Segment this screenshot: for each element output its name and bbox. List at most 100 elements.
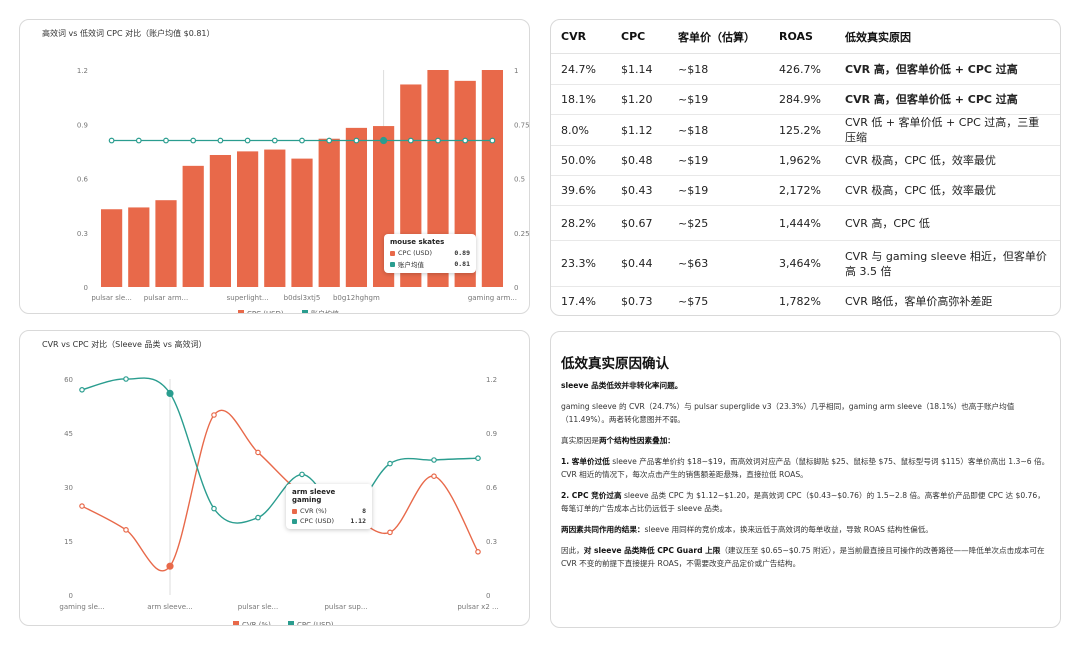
note-p4-text: sleeve 产品客单价约 $18~$19，而高效词对应产品（鼠标脚贴 $25、… (561, 457, 1050, 479)
series-point (79, 386, 85, 393)
series-point (79, 503, 85, 509)
note-p1-text: sleeve 品类低效并非转化率问题。 (561, 381, 683, 390)
y-tick-label-right: 0.25 (514, 230, 530, 238)
table-cell-aov: ~$25 (668, 205, 769, 241)
table-cell-cpc: $1.12 (611, 114, 668, 146)
chart2-tooltip: arm sleeve gaming CVR (%) 8 CPC (USD) 1.… (286, 484, 372, 529)
table-row: 17.4% $0.73 ~$75 1,782% CVR 略低，客单价高弥补差距 (551, 287, 1060, 316)
series-point (211, 505, 217, 512)
table-cell-reason: CVR 极高，CPC 低，效率最优 (835, 145, 1060, 176)
table-cell-cvr: 28.2% (551, 205, 611, 241)
legend-swatch (302, 310, 308, 313)
bar (155, 200, 177, 287)
series-point (255, 449, 261, 456)
x-tick-label: b0dsl3xtj5 (284, 294, 321, 302)
x-tick-label: gaming sle... (59, 603, 104, 611)
series-point (431, 473, 437, 480)
table-cell-cvr: 39.6% (551, 175, 611, 206)
table-cell-aov: ~$19 (668, 84, 769, 115)
y-tick-label: 60 (64, 376, 73, 384)
series-point (123, 376, 129, 382)
series-point (299, 471, 305, 478)
note-p3: 真实原因是两个结构性因素叠加： (561, 434, 1050, 447)
legend-swatch (390, 261, 395, 267)
legend-label: CVR (%) (242, 621, 271, 626)
table-cell-cvr: 50.0% (551, 145, 611, 176)
efficiency-table-card: CVR CPC 客单价（估算） ROAS 低效真实原因 24.7% $1.14 ~$… (550, 19, 1061, 316)
analysis-note: 低效真实原因确认 sleeve 品类低效并非转化率问题。 gaming slee… (551, 332, 1060, 627)
avg-point (271, 137, 278, 144)
note-p2: gaming sleeve 的 CVR（24.7%）与 pulsar super… (561, 402, 1015, 424)
table-row: 50.0% $0.48 ~$19 1,962% CVR 极高，CPC 低，效率最优 (551, 145, 1060, 176)
bar (128, 207, 150, 287)
note-p6: 两因素共同作用的结果：sleeve 用同样的竞价成本，换来远低于高效词的每单收益… (561, 523, 1050, 536)
y-tick-label-right: 0.3 (486, 538, 497, 546)
table-cell-roas: 125.2% (769, 114, 835, 146)
note-p3-pre: 真实原因是 (561, 436, 599, 445)
note-p3-bold: 两个结构性因素叠加： (598, 436, 675, 445)
table-cell-reason: CVR 高，CPC 低 (835, 205, 1060, 241)
bar (209, 154, 232, 287)
bar (291, 158, 313, 287)
table-cell-cpc: $0.43 (611, 175, 668, 206)
note-p7-text: （建议压至 $0.65~$0.75 附近），是当前最直接且可操作的改善路径——降… (561, 546, 1045, 568)
table-cell-aov: ~$18 (668, 114, 769, 146)
col-cvr: CVR (551, 20, 611, 54)
bar (264, 149, 286, 287)
series-line (81, 409, 479, 572)
tooltip-value: 8 (362, 507, 366, 515)
y-tick-label-right: 0 (514, 284, 518, 292)
avg-point (462, 137, 469, 144)
series-point (211, 412, 217, 418)
x-tick-label: pulsar arm... (144, 294, 188, 302)
col-reason: 低效真实原因 (835, 20, 1060, 54)
table-cell-reason: CVR 低 + 客单价低 + CPC 过高，三重压缩 (835, 114, 1060, 146)
avg-point (244, 137, 251, 144)
bar (100, 209, 123, 287)
table-cell-cpc: $0.67 (611, 205, 668, 241)
table-cell-cpc: $1.20 (611, 84, 668, 115)
legend-label: 账户均值 (311, 309, 339, 314)
table-cell-roas: 3,464% (769, 240, 835, 287)
chart1-title: 高效词 vs 低效词 CPC 对比（账户均值 $0.81） (42, 29, 215, 38)
note-p4-bold: 1. 客单价过低 (561, 457, 610, 466)
series-line (81, 377, 479, 524)
table-cell-roas: 2,172% (769, 175, 835, 206)
tooltip-title: mouse skates (390, 238, 445, 246)
legend-swatch (292, 508, 297, 514)
y-tick-label-right: 0.9 (486, 430, 497, 438)
note-p5-text: sleeve 品类 CPC 为 $1.12~$1.20，是高效词 CPC（$0.… (561, 491, 1045, 513)
x-tick-label: superlight... (227, 294, 269, 302)
x-tick-label: pulsar sle... (91, 294, 131, 302)
cvr-cpc-line-chart[interactable]: 0 15 30 45 60 0 0.3 0.6 0.9 1.2 gaming sle... arm s… (20, 331, 530, 626)
series-point (166, 562, 174, 570)
legend-swatch (292, 518, 297, 524)
table-cell-cvr: 24.7% (551, 53, 611, 85)
col-aov: 客单价（估算） (668, 20, 769, 54)
tooltip-value: 0.81 (454, 260, 470, 268)
avg-point (108, 137, 115, 144)
series-point (255, 514, 261, 521)
note-p5: 2. CPC 竞价过高 sleeve 品类 CPC 为 $1.12~$1.20，… (561, 489, 1050, 515)
analysis-note-card: 低效真实原因确认 sleeve 品类低效并非转化率问题。 gaming slee… (550, 331, 1061, 628)
table-cell-cpc: $0.44 (611, 240, 668, 287)
avg-point (489, 137, 496, 144)
table-row: 24.7% $1.14 ~$18 426.7% CVR 高，但客单价低 + CPC 过高 (551, 53, 1060, 85)
tooltip-value: 1.12 (350, 517, 366, 525)
avg-point (217, 137, 224, 144)
avg-point (353, 137, 360, 144)
x-tick-label: b0g12hghgm (333, 294, 380, 302)
legend-label: CPC (USD) (297, 621, 334, 626)
table-cell-roas: 1,962% (769, 145, 835, 176)
tooltip-label: CVR (%) (300, 507, 327, 515)
x-tick-label: pulsar sup... (324, 603, 367, 611)
avg-point (163, 137, 169, 144)
avg-point (435, 137, 441, 144)
table-cell-reason: CVR 极高，CPC 低，效率最优 (835, 175, 1060, 206)
cpc-bar-chart-card: 高效词 vs 低效词 CPC 对比（账户均值 $0.81） 0 0.3 0.6 0.9… (19, 19, 530, 314)
y-tick-label: 15 (64, 538, 73, 546)
table-cell-reason: CVR 略低，客单价高弥补差距 (845, 295, 993, 308)
table-cell-cvr: 8.0% (551, 114, 611, 146)
series-point (387, 529, 393, 536)
table-cell-aov: ~$19 (668, 175, 769, 206)
